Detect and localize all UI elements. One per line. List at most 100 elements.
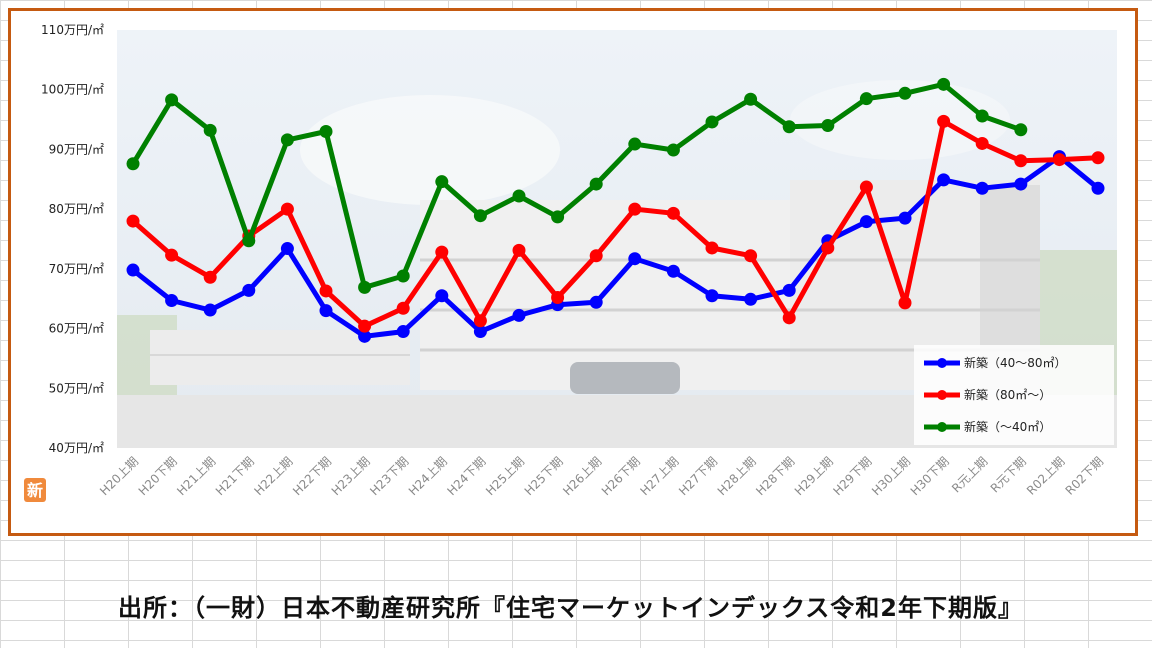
data-point	[165, 294, 179, 308]
data-point	[512, 243, 526, 257]
y-tick-label: 100万円/㎡	[41, 83, 104, 97]
data-point	[280, 202, 294, 216]
data-point	[975, 136, 989, 150]
x-tick-label: H27上期	[637, 454, 681, 498]
x-tick-label: H28上期	[715, 454, 759, 498]
x-tick-label: H26上期	[560, 454, 604, 498]
data-point	[1091, 181, 1105, 195]
y-tick-label: 40万円/㎡	[49, 441, 104, 455]
x-tick-label: H21下期	[213, 454, 257, 498]
data-point	[280, 133, 294, 147]
legend-label: 新築（40～80㎡）	[964, 355, 1067, 370]
x-axis: H20上期H20下期H21上期H21下期H22上期H22下期H23上期H23下期…	[97, 454, 1106, 498]
x-tick-label: H26下期	[599, 454, 643, 498]
data-point	[859, 92, 873, 106]
data-point	[126, 263, 140, 277]
data-point	[512, 189, 526, 203]
series-0	[126, 150, 1105, 343]
data-point	[821, 119, 835, 133]
data-point	[358, 319, 372, 333]
data-point	[898, 86, 912, 100]
data-point	[628, 252, 642, 266]
data-point	[435, 245, 449, 259]
legend: 新築（40～80㎡） 新築（80㎡～） 新築（～40㎡）	[914, 345, 1114, 445]
data-point	[1014, 154, 1028, 168]
x-tick-label: H22下期	[290, 454, 334, 498]
data-point	[203, 303, 217, 317]
x-tick-label: H29下期	[830, 454, 874, 498]
x-tick-label: H23上期	[329, 454, 373, 498]
y-tick-label: 60万円/㎡	[49, 322, 104, 336]
series-line	[131, 118, 1099, 329]
series-2	[126, 77, 1028, 294]
series-layer	[126, 77, 1105, 343]
data-point	[937, 77, 951, 91]
x-tick-label: H30上期	[869, 454, 913, 498]
data-point	[1091, 151, 1105, 165]
x-tick-label: R02下期	[1063, 454, 1107, 498]
x-tick-label: H27下期	[676, 454, 720, 498]
data-point	[551, 291, 565, 305]
data-point	[744, 249, 758, 263]
data-point	[589, 295, 603, 309]
x-tick-label: R元下期	[988, 454, 1029, 495]
legend-marker	[937, 390, 947, 400]
data-point	[859, 215, 873, 229]
data-point	[242, 234, 256, 248]
data-point	[744, 92, 758, 106]
data-point	[435, 289, 449, 303]
series-line	[131, 154, 1100, 339]
data-point	[937, 114, 951, 128]
series-1	[126, 114, 1105, 333]
data-point	[898, 211, 912, 225]
data-point	[396, 269, 410, 283]
x-tick-label: H25下期	[522, 454, 566, 498]
data-point	[1014, 177, 1028, 191]
y-tick-label: 50万円/㎡	[49, 381, 104, 395]
data-point	[744, 292, 758, 306]
y-tick-label: 90万円/㎡	[49, 142, 104, 156]
data-point	[975, 109, 989, 123]
data-point	[126, 157, 140, 171]
x-tick-label: H20下期	[136, 454, 180, 498]
data-point	[473, 325, 487, 339]
data-point	[551, 210, 565, 224]
x-tick-label: H23下期	[367, 454, 411, 498]
data-point	[319, 284, 333, 298]
data-point	[435, 175, 449, 189]
data-point	[358, 329, 372, 343]
data-point	[705, 241, 719, 255]
data-point	[666, 143, 680, 157]
data-point	[396, 301, 410, 315]
data-point	[242, 283, 256, 297]
x-tick-label: H24上期	[406, 454, 450, 498]
source-note: 出所：（一財）日本不動産研究所『住宅マーケットインデックス令和2年下期版』	[118, 594, 1023, 622]
x-tick-label: R元上期	[949, 454, 990, 495]
new-build-badge: 新	[24, 478, 46, 502]
data-point	[937, 173, 951, 187]
x-tick-label: H29上期	[792, 454, 836, 498]
x-tick-label: H24下期	[444, 454, 488, 498]
data-point	[473, 314, 487, 328]
data-point	[280, 242, 294, 256]
y-tick-label: 110万円/㎡	[41, 23, 104, 37]
data-point	[512, 308, 526, 322]
y-tick-label: 70万円/㎡	[49, 262, 104, 276]
data-point	[589, 177, 603, 191]
x-tick-label: H30下期	[908, 454, 952, 498]
x-tick-label: H22上期	[251, 454, 295, 498]
legend-marker	[937, 422, 947, 432]
legend-label: 新築（80㎡～）	[964, 387, 1051, 402]
legend-item: 新築（80㎡～）	[924, 387, 1051, 402]
data-point	[1052, 153, 1066, 167]
data-point	[319, 304, 333, 318]
data-point	[705, 115, 719, 129]
data-point	[705, 289, 719, 303]
data-point	[859, 180, 873, 194]
y-axis: 40万円/㎡ 50万円/㎡ 60万円/㎡ 70万円/㎡ 80万円/㎡ 90万円/㎡ 100万…	[41, 23, 104, 455]
data-point	[165, 93, 179, 107]
data-point	[319, 125, 333, 139]
legend-item: 新築（～40㎡）	[924, 419, 1051, 434]
data-point	[396, 325, 410, 339]
